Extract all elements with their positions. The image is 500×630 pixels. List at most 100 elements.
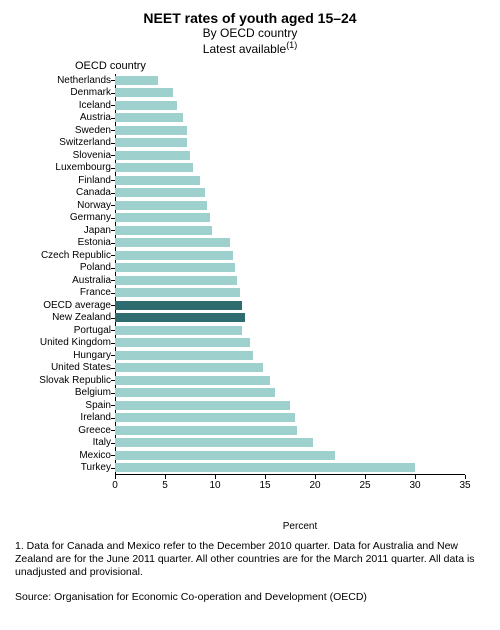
bar-row: Slovenia <box>115 149 465 162</box>
bar-label: Portugal <box>74 325 115 336</box>
bar <box>115 163 193 172</box>
bar-row: Netherlands <box>115 74 465 87</box>
y-tick <box>111 355 115 356</box>
bar <box>115 238 230 247</box>
bar <box>115 401 290 410</box>
bar-row: Greece <box>115 424 465 437</box>
bar-row: Norway <box>115 199 465 212</box>
x-axis-label: Percent <box>115 521 485 532</box>
bar-label: Belgium <box>75 387 115 398</box>
bar-label: Slovak Republic <box>39 375 115 386</box>
bar-label: Austria <box>80 112 115 123</box>
bar-label: Greece <box>78 425 115 436</box>
y-tick <box>111 393 115 394</box>
y-tick <box>111 218 115 219</box>
x-tick-label: 35 <box>459 480 470 491</box>
chart-subtitle1: By OECD country <box>15 26 485 40</box>
bar-label: Luxembourg <box>55 162 115 173</box>
bar <box>115 88 173 97</box>
bar-label: Germany <box>70 212 115 223</box>
bar <box>115 113 183 122</box>
y-tick <box>111 193 115 194</box>
y-tick <box>111 130 115 131</box>
bar-row: Hungary <box>115 349 465 362</box>
bar-row: Italy <box>115 437 465 450</box>
x-tick <box>365 475 366 479</box>
bar-label: Denmark <box>70 87 115 98</box>
y-tick <box>111 318 115 319</box>
bar-label: Norway <box>77 200 115 211</box>
bar-row: Iceland <box>115 99 465 112</box>
x-tick <box>265 475 266 479</box>
bar <box>115 351 253 360</box>
y-tick <box>111 405 115 406</box>
bar-row: Mexico <box>115 449 465 462</box>
y-tick <box>111 268 115 269</box>
bar-label: Finland <box>78 175 115 186</box>
bar-label: Iceland <box>79 100 115 111</box>
x-tick-label: 30 <box>409 480 420 491</box>
chart-container: NEET rates of youth aged 15–24 By OECD c… <box>0 0 500 613</box>
bar-row: Austria <box>115 112 465 125</box>
bar <box>115 151 190 160</box>
y-tick <box>111 155 115 156</box>
bar-label: Australia <box>72 275 115 286</box>
bar-row: New Zealand <box>115 312 465 325</box>
y-tick <box>111 330 115 331</box>
bar-row: Finland <box>115 174 465 187</box>
bar-row: Turkey <box>115 462 465 475</box>
bar <box>115 188 205 197</box>
chart-source: Source: Organisation for Economic Co-ope… <box>15 591 485 603</box>
bar <box>115 363 263 372</box>
y-tick <box>111 180 115 181</box>
x-tick-label: 15 <box>259 480 270 491</box>
bar <box>115 438 313 447</box>
y-tick <box>111 80 115 81</box>
bar <box>115 413 295 422</box>
x-tick <box>215 475 216 479</box>
bar-row: Poland <box>115 262 465 275</box>
x-tick <box>415 475 416 479</box>
bar-label: Hungary <box>73 350 115 361</box>
bar <box>115 388 275 397</box>
y-tick <box>111 205 115 206</box>
y-tick <box>111 368 115 369</box>
bar <box>115 76 158 85</box>
bar <box>115 138 187 147</box>
x-tick-label: 25 <box>359 480 370 491</box>
bar-label: OECD average <box>43 300 115 311</box>
bar-row: Belgium <box>115 387 465 400</box>
bar <box>115 251 233 260</box>
y-tick <box>111 230 115 231</box>
y-tick <box>111 280 115 281</box>
y-tick <box>111 143 115 144</box>
bar-row: Switzerland <box>115 137 465 150</box>
bar-row: Germany <box>115 212 465 225</box>
bar-row: United Kingdom <box>115 337 465 350</box>
bar <box>115 201 207 210</box>
bar <box>115 426 297 435</box>
bar-label: Czech Republic <box>41 250 115 261</box>
x-tick-label: 0 <box>112 480 118 491</box>
bar <box>115 326 242 335</box>
x-tick <box>115 475 116 479</box>
bar-row: Slovak Republic <box>115 374 465 387</box>
bar-label: United Kingdom <box>40 337 115 348</box>
bar-row: Japan <box>115 224 465 237</box>
y-tick <box>111 105 115 106</box>
x-axis: 05101520253035 <box>115 474 465 505</box>
chart-subtitle2: Latest available(1) <box>15 40 485 56</box>
bars-group: NetherlandsDenmarkIcelandAustriaSwedenSw… <box>115 74 465 474</box>
bar-row: Ireland <box>115 412 465 425</box>
bar-row: Luxembourg <box>115 162 465 175</box>
x-tick <box>165 475 166 479</box>
bar <box>115 263 235 272</box>
y-tick <box>111 168 115 169</box>
x-tick-label: 20 <box>309 480 320 491</box>
bar-label: France <box>80 287 115 298</box>
bar-label: Netherlands <box>57 75 115 86</box>
y-tick <box>111 305 115 306</box>
bar-label: Turkey <box>81 462 115 473</box>
bar-label: Estonia <box>78 237 115 248</box>
bar <box>115 338 250 347</box>
